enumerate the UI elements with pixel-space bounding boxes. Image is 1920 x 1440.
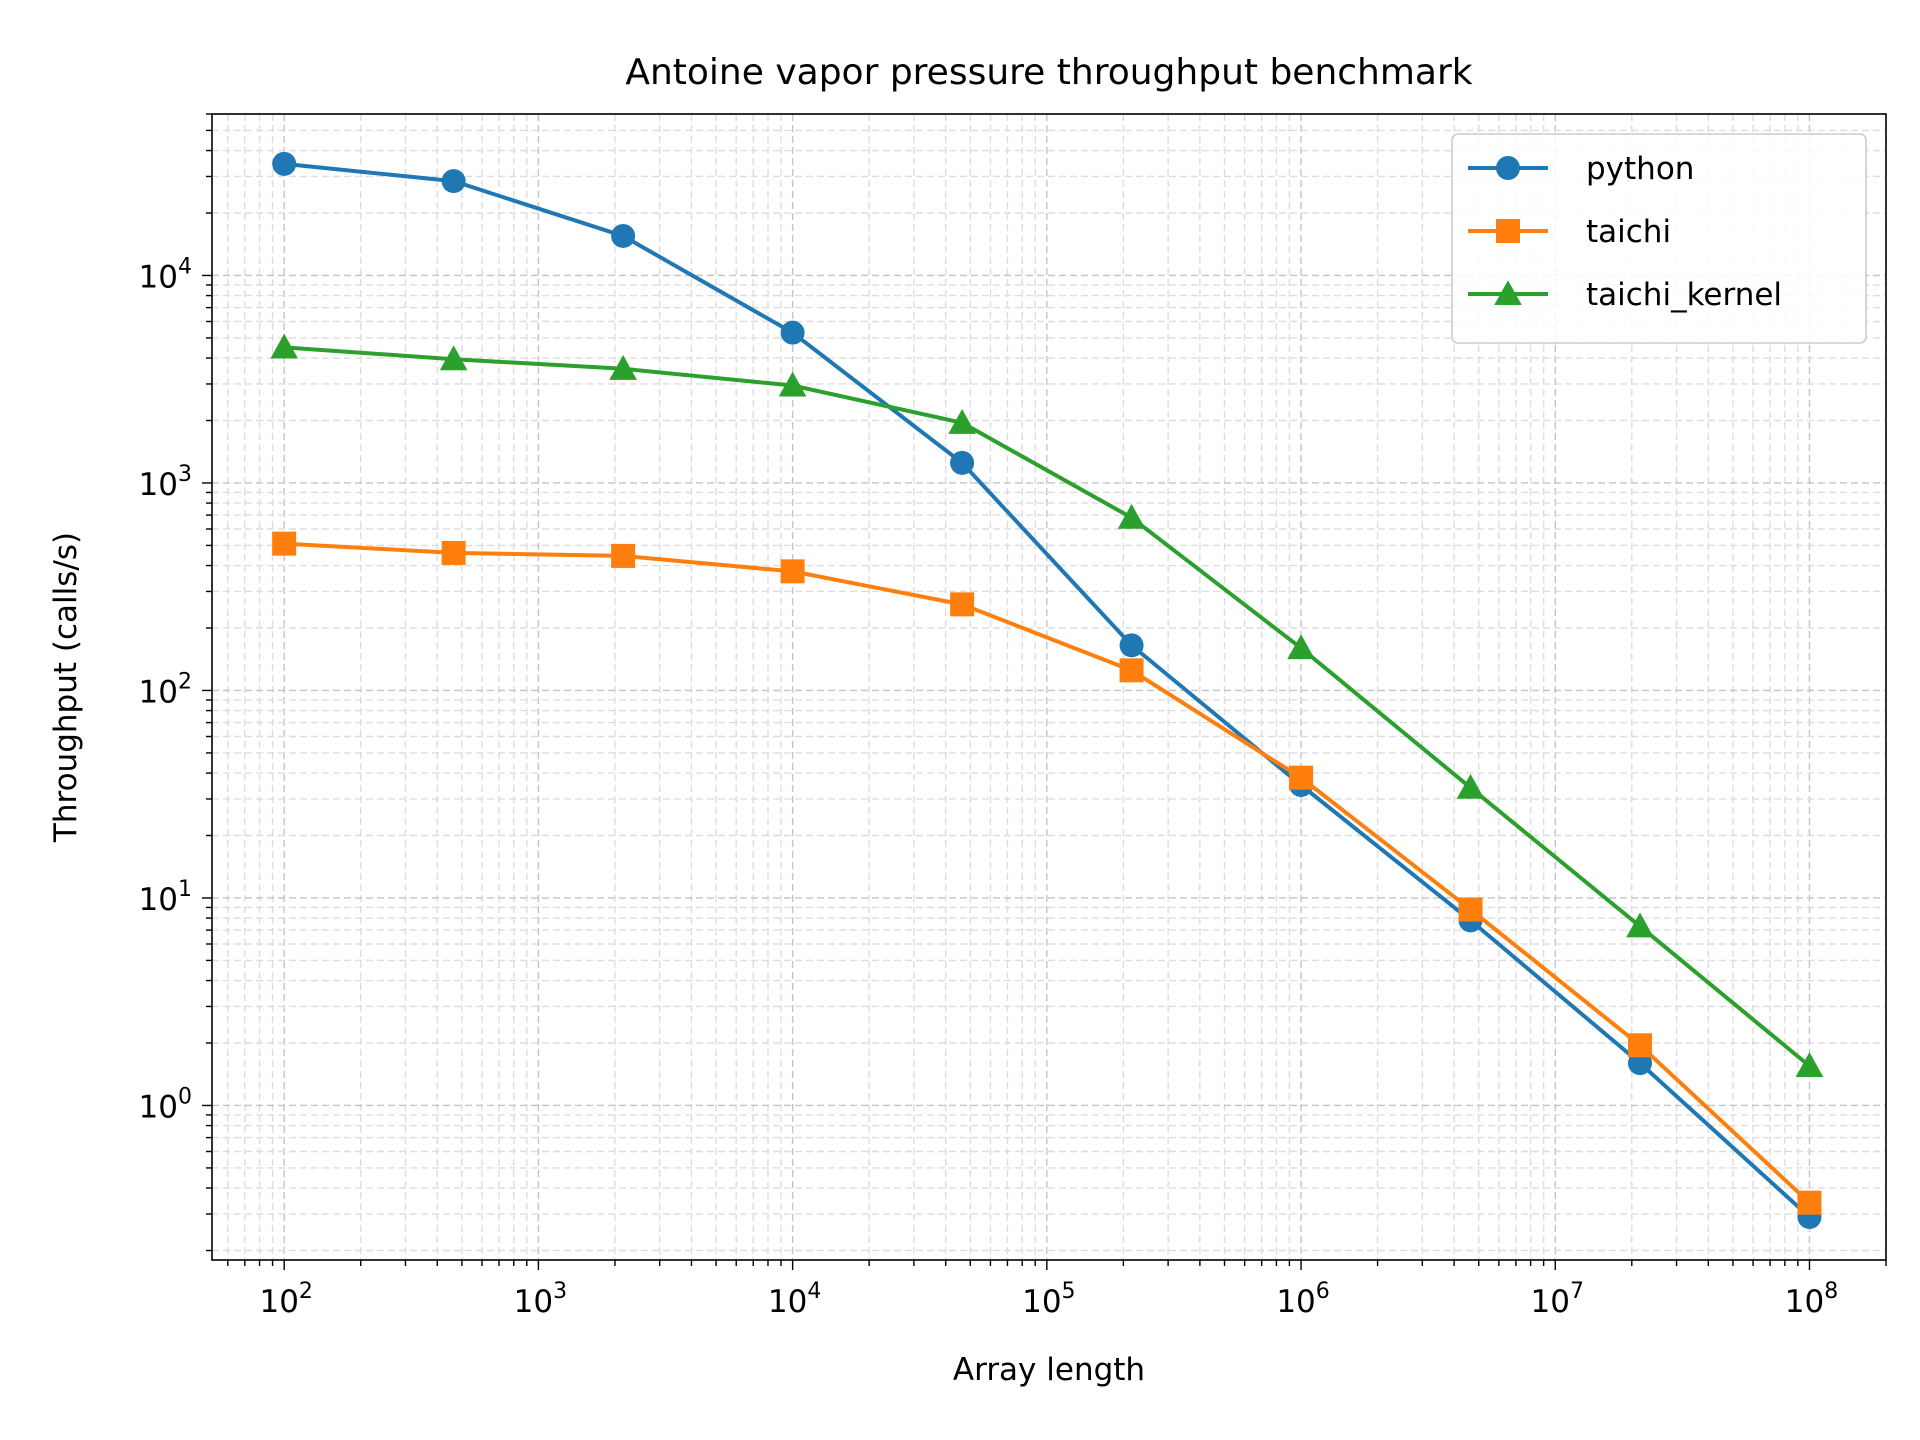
tick-label-exponent: 1 [178, 877, 192, 902]
data-point [611, 223, 636, 248]
tick-label-exponent: 2 [299, 1279, 313, 1304]
data-point [1289, 765, 1314, 790]
y-tick-label: 102 [139, 669, 192, 710]
data-point [950, 450, 975, 475]
y-tick-label: 104 [139, 254, 192, 295]
data-point [950, 592, 975, 617]
data-point [780, 559, 805, 584]
data-point [1456, 773, 1485, 799]
legend-item: taichi_kernel [1468, 277, 1782, 313]
tick-label-base: 10 [259, 1284, 298, 1320]
tick-label-base: 10 [1276, 1284, 1315, 1320]
tick-label-base: 10 [1531, 1284, 1570, 1320]
data-point [1627, 1033, 1652, 1058]
data-point [1287, 634, 1315, 660]
x-tick-label: 104 [768, 1279, 821, 1320]
tick-label-base: 10 [139, 882, 178, 918]
y-tick-label: 100 [139, 1084, 192, 1125]
data-point [948, 408, 976, 434]
tick-label-base: 10 [514, 1284, 553, 1320]
data-point [272, 531, 297, 556]
y-axis-label: Throughput (calls/s) [48, 532, 84, 843]
data-point [1119, 658, 1144, 683]
legend-label: taichi [1586, 214, 1671, 250]
series-taichi [272, 531, 1822, 1215]
tick-label-base: 10 [1785, 1284, 1824, 1320]
x-tick-label: 108 [1785, 1279, 1838, 1320]
y-tick-label: 101 [139, 877, 192, 918]
x-axis-label: Array length [953, 1352, 1145, 1388]
data-point [1458, 897, 1483, 922]
x-tick-label: 107 [1531, 1279, 1584, 1320]
data-point [609, 354, 637, 380]
tick-label-base: 10 [139, 467, 178, 503]
data-point [1119, 633, 1144, 658]
tick-label-exponent: 7 [1570, 1279, 1584, 1304]
chart-title: Antoine vapor pressure throughput benchm… [625, 52, 1472, 93]
series-line [283, 161, 1811, 1219]
legend-marker [1494, 280, 1522, 306]
tick-label-exponent: 4 [807, 1279, 821, 1304]
series-layer [270, 151, 1824, 1230]
data-point [270, 333, 298, 359]
x-tick-label: 102 [259, 1279, 312, 1320]
legend: python taichi taichi_kernel [1451, 133, 1867, 344]
tick-label-base: 10 [139, 1089, 178, 1125]
tick-label-exponent: 3 [553, 1279, 567, 1304]
tick-label-base: 10 [139, 259, 178, 295]
tick-label-exponent: 4 [178, 254, 192, 279]
tick-label-base: 10 [139, 674, 178, 710]
tick-label-exponent: 8 [1824, 1279, 1838, 1304]
data-point [778, 371, 807, 397]
tick-label-exponent: 3 [178, 462, 192, 487]
legend-item: python [1468, 151, 1694, 187]
data-point [1117, 503, 1146, 529]
tick-label-base: 10 [1022, 1284, 1061, 1320]
x-tick-label: 105 [1022, 1279, 1075, 1320]
y-tick-label: 103 [139, 462, 192, 503]
data-point [441, 169, 466, 194]
data-point [441, 540, 466, 565]
data-point [439, 345, 468, 371]
legend-item: taichi [1468, 214, 1671, 250]
tick-label-exponent: 0 [178, 1084, 192, 1109]
tick-label-exponent: 6 [1316, 1279, 1330, 1304]
data-point [1797, 1190, 1822, 1215]
plot-frame [211, 113, 1887, 1261]
series-line [284, 345, 1811, 1068]
legend-marker [1496, 156, 1520, 180]
legend-label: python [1586, 151, 1694, 187]
legend-marker [1496, 219, 1520, 243]
tick-label-exponent: 5 [1062, 1279, 1076, 1304]
series-line [284, 541, 1811, 1205]
tick-label-base: 10 [768, 1284, 807, 1320]
data-point [780, 320, 805, 345]
x-tick-label: 106 [1276, 1279, 1329, 1320]
data-point [272, 151, 297, 176]
series-taichi-kernel [270, 333, 1824, 1078]
legend-box [1451, 133, 1867, 344]
x-tick-label: 103 [514, 1279, 567, 1320]
tick-label-exponent: 2 [178, 669, 192, 694]
data-point [1626, 912, 1654, 938]
legend-label: taichi_kernel [1586, 277, 1782, 313]
data-point [611, 543, 636, 568]
data-point [1795, 1052, 1824, 1078]
